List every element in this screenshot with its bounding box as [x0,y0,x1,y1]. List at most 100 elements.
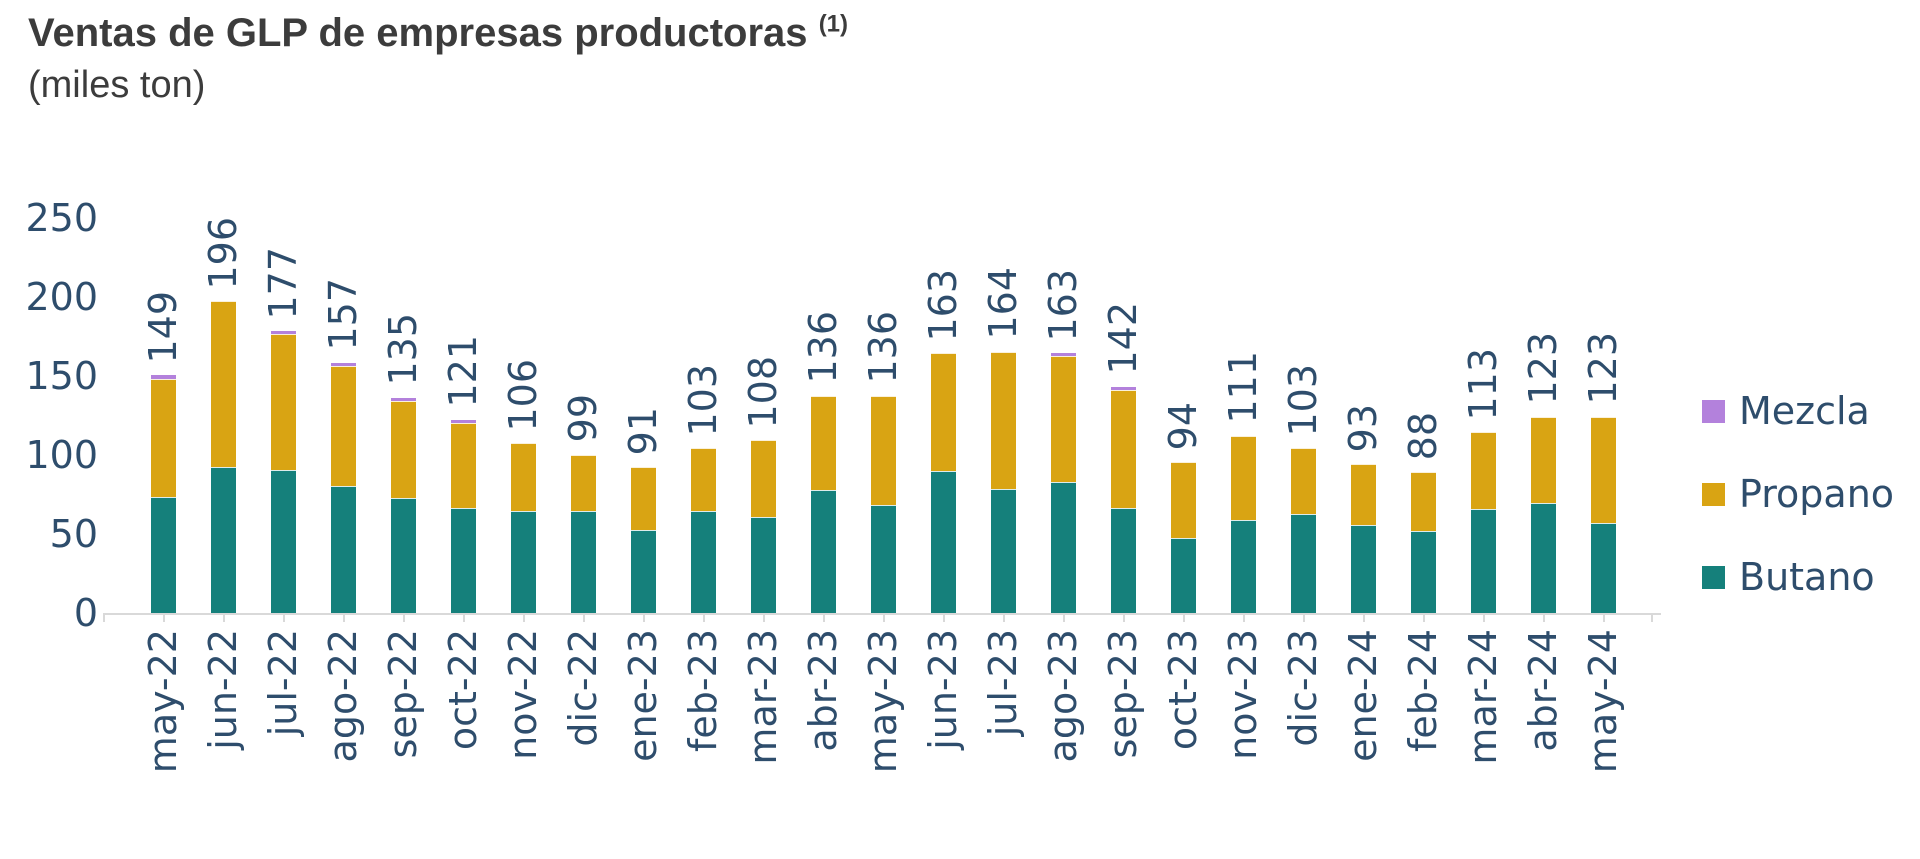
x-axis-label: mar-24 [1461,629,1505,765]
x-axis-tick [703,613,705,622]
bar-segment-butano [450,507,476,613]
bar-column-ene-24: 93 ene-24 [1333,140,1393,762]
bar-segment-propano [810,396,836,491]
bar-total-label: 164 [981,267,1025,340]
legend-label: Propano [1739,472,1895,516]
bar-total-label: 94 [1161,402,1205,451]
bar-column-jul-22: 177 jul-22 [253,140,313,737]
bar-segment-mezcla [390,397,416,401]
bar-segment-propano [150,378,176,497]
bar-total-label: 108 [741,355,785,429]
bar-total-label: 123 [1581,332,1625,405]
x-axis-tick [1303,613,1305,622]
bar-column-abr-24: 123 abr-24 [1513,140,1573,752]
bar-segment-propano [210,301,236,467]
x-axis-tick [283,613,285,622]
bar-total-label: 91 [621,406,665,456]
bar-total-label: 136 [801,311,845,384]
x-axis-tick [223,613,225,622]
bar-segment-propano [1170,462,1196,538]
x-axis-label: dic-22 [561,629,605,747]
x-axis-tick [1651,613,1653,622]
bar-segment-butano [990,488,1016,613]
bar-segment-butano [870,504,896,613]
y-axis-label: 50 [49,511,98,556]
bar-segment-propano [570,454,596,511]
x-axis-tick [1363,613,1365,622]
legend-label: Mezcla [1739,389,1870,433]
bar-column-may-22: 149 may-22 [133,140,193,773]
x-axis-label: ago-23 [1041,629,1085,763]
chart-units-subtitle: (miles ton) [28,64,206,106]
bar-total-label: 196 [201,216,245,290]
x-axis-label: may-23 [861,629,905,774]
x-axis-label: oct-23 [1161,629,1205,751]
x-axis-label: may-24 [1581,629,1625,774]
bar-segment-propano [690,448,716,511]
legend-item-butano: Butano [1702,558,1894,596]
y-axis-label: 100 [25,432,98,477]
bar-total-label: 135 [381,313,425,386]
x-axis-tick [103,613,105,622]
bar-segment-butano [210,466,236,613]
bar-segment-propano [510,443,536,511]
propano-swatch-icon [1702,482,1725,506]
x-axis-label: feb-23 [681,629,725,752]
bar-segment-butano [690,510,716,613]
bar-segment-butano [570,510,596,613]
bar-segment-propano [1230,435,1256,521]
bar-column-ago-22: 157 ago-22 [313,140,373,762]
bar-segment-mezcla [450,419,476,423]
bar-segment-propano [1110,389,1136,508]
bar-column-ene-23: 91 ene-23 [613,140,673,762]
bar-segment-propano [870,396,896,505]
bar-column-feb-24: 88 feb-24 [1393,140,1453,752]
title-footnote-marker: (1) [818,10,849,38]
bar-segment-butano [510,510,536,613]
x-axis-tick [463,613,465,622]
x-axis-label: abr-24 [1521,629,1565,752]
bar-column-mar-23: 108 mar-23 [733,140,793,765]
bar-segment-propano [1050,356,1076,483]
bar-total-label: 106 [501,358,545,432]
bar-column-may-23: 136 may-23 [853,140,913,773]
bar-segment-butano [1110,507,1136,613]
x-axis-tick [883,613,885,622]
bar-segment-butano [150,496,176,613]
bar-segment-propano [990,351,1016,489]
x-axis-tick [1063,613,1065,622]
x-axis-tick [1603,613,1605,622]
x-axis-label: jun-23 [921,629,965,750]
bar-segment-butano [1050,482,1076,613]
x-axis-tick [1423,613,1425,622]
bar-segment-propano [1290,448,1316,514]
bar-column-ago-23: 163 ago-23 [1033,140,1093,763]
bar-segment-propano [1350,463,1376,526]
x-axis-tick [1003,613,1005,622]
x-axis-tick [1483,613,1485,622]
x-axis-tick [1543,613,1545,622]
x-axis-tick [523,613,525,622]
plot-area: 149 may-22 196 jun-22 177 jul-22 157 ago-22 135 s… [103,140,1661,773]
bar-total-label: 123 [1521,332,1565,405]
bar-segment-propano [1470,432,1496,510]
bar-total-label: 163 [1041,268,1085,342]
bar-segment-butano [1530,502,1556,613]
bar-column-sep-23: 142 sep-23 [1093,140,1153,758]
x-axis-label: dic-23 [1281,629,1325,747]
bar-segment-propano [930,353,956,472]
bar-column-jun-22: 196 jun-22 [193,140,253,750]
bar-segment-butano [330,485,356,613]
x-axis-tick [763,613,765,622]
bar-column-mar-24: 113 mar-24 [1453,140,1513,765]
x-axis-label: jul-23 [981,629,1025,737]
bar-segment-propano [450,422,476,508]
x-axis-tick [823,613,825,622]
x-axis-label: mar-23 [741,629,785,765]
y-axis-label: 0 [73,591,98,635]
x-axis-label: sep-22 [381,629,425,759]
bar-total-label: 136 [861,311,905,384]
bar-column-abr-23: 136 abr-23 [793,140,853,751]
bar-segment-butano [1290,513,1316,613]
bar-column-dic-23: 103 dic-23 [1273,140,1333,747]
